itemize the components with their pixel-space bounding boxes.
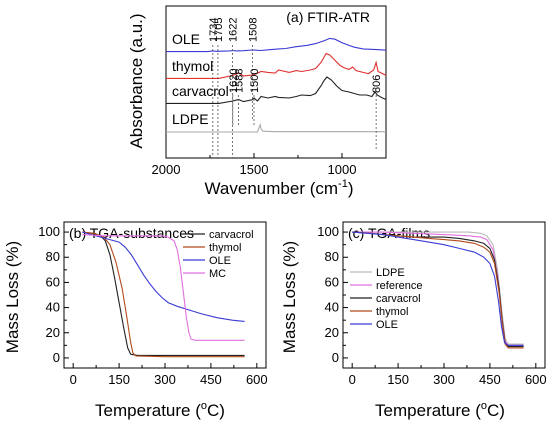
panel-c-y-tick-label: 100	[317, 224, 339, 239]
panel-c-y-tick-label: 60	[325, 274, 339, 289]
panel-b-x-tick-label: 300	[154, 372, 176, 387]
panel-a-title: (a) FTIR-ATR	[286, 9, 370, 25]
panel-c-y-tick-label: 0	[332, 350, 339, 365]
panel-b-series-OLE	[82, 231, 245, 322]
panel-c-legend-label-thymol: thymol	[376, 306, 408, 318]
panel-a-series-OLE	[166, 37, 387, 53]
panel-c-x-tick-label: 600	[525, 372, 547, 387]
panel-b-y-tick-label: 0	[53, 350, 60, 365]
panel-a-ftir: Absorbance (a.u.) Wavenumber (cm-1) (a) …	[127, 5, 387, 198]
panel-a-marker-label-1508: 1508	[248, 18, 260, 42]
panel-b-y-tick-label: 40	[46, 300, 60, 315]
panel-a-series-label-carvacrol: carvacrol	[172, 83, 229, 99]
panel-c-ylabel: Mass Loss (%)	[280, 241, 299, 353]
panel-c-legend-label-reference: reference	[376, 280, 422, 292]
panel-b-legend-label-carvacrol: carvacrol	[209, 229, 254, 241]
panel-b-y-tick-label: 20	[46, 325, 60, 340]
panel-a-marker-label-1734: 1734	[208, 18, 220, 42]
panel-b-y-tick-label: 100	[38, 224, 60, 239]
panel-a-x-tick-label: 2000	[152, 162, 181, 177]
panel-a-marker-label-1705: 1705	[213, 18, 225, 42]
panel-b-x-tick-label: 450	[200, 372, 222, 387]
panel-b-x-tick-label: 0	[70, 372, 77, 387]
panel-b-legend-label-thymol: thymol	[209, 242, 241, 254]
panel-a-series-label-thymol: thymol	[172, 58, 213, 74]
panel-b-ylabel: Mass Loss (%)	[3, 241, 22, 353]
panel-c-series-OLE	[352, 231, 524, 346]
panel-b-tga-substances: Mass Loss (%) Temperature (oC) (b) TGA-s…	[3, 221, 268, 420]
panel-b-y-tick-label: 60	[46, 274, 60, 289]
panel-c-xlabel: Temperature (oC)	[375, 400, 505, 420]
panel-a-x-tick-label: 1000	[328, 162, 357, 177]
panel-c-x-tick-label: 450	[479, 372, 501, 387]
panel-b-xlabel: Temperature (oC)	[95, 400, 225, 420]
panel-a-series-label-LDPE: LDPE	[172, 111, 209, 127]
panel-c-series-thymol	[352, 231, 524, 349]
panel-b-series-MC	[82, 234, 245, 341]
panel-c-x-tick-label: 300	[433, 372, 455, 387]
panel-a-series-LDPE	[166, 122, 386, 133]
panel-c-y-tick-label: 80	[325, 249, 339, 264]
panel-c-legend-label-LDPE: LDPE	[376, 267, 405, 279]
panel-c-legend-label-carvacrol: carvacrol	[376, 293, 421, 305]
panel-b-legend-label-OLE: OLE	[209, 255, 231, 267]
panel-a-marker-label-806: 806	[371, 75, 383, 93]
panel-b-series-thymol	[82, 231, 245, 358]
panel-a-marker-label-1620: 1620	[228, 69, 240, 93]
panel-b-y-tick-label: 80	[46, 249, 60, 264]
panel-c-y-tick-label: 20	[325, 325, 339, 340]
panel-a-plot-frame	[165, 5, 387, 159]
panel-c-x-tick-label: 0	[349, 372, 356, 387]
panel-a-ylabel: Absorbance (a.u.)	[127, 13, 146, 148]
panel-a-marker-label-1588: 1588	[234, 69, 246, 93]
panel-b-legend-label-MC: MC	[209, 268, 226, 280]
panel-a-series-carvacrol	[166, 76, 387, 104]
panel-a-series-thymol	[166, 52, 387, 79]
panel-c-x-tick-label: 150	[387, 372, 409, 387]
panel-c-y-tick-label: 40	[325, 300, 339, 315]
panel-b-x-tick-label: 150	[108, 372, 130, 387]
panel-a-x-tick-label: 1500	[240, 162, 269, 177]
panel-a-xlabel: Wavenumber (cm-1)	[205, 178, 354, 198]
panel-c-tga-films: Mass Loss (%) Temperature (oC) (c) TGA-f…	[280, 221, 547, 420]
panel-b-x-tick-label: 600	[246, 372, 268, 387]
panel-c-legend-label-OLE: OLE	[376, 319, 398, 331]
panel-a-marker-label-1622: 1622	[228, 18, 240, 42]
panel-a-series-label-OLE: OLE	[172, 31, 200, 47]
panel-a-marker-label-1500: 1500	[249, 69, 261, 93]
panel-c-series-LDPE	[352, 231, 524, 345]
